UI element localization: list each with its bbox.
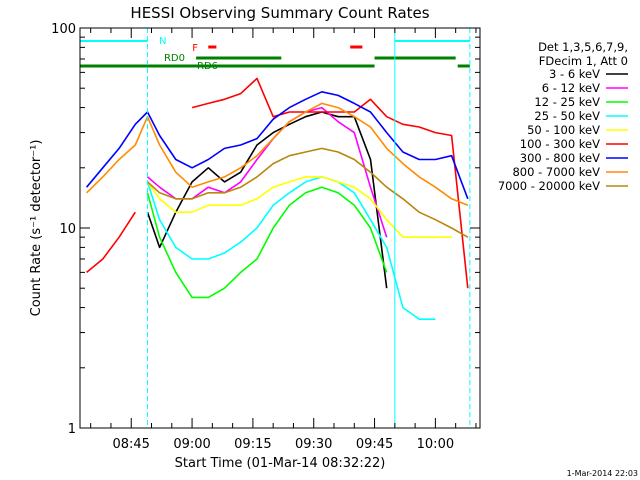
y-axis: 1 10 100: [51, 22, 480, 437]
legend-entry-label-5: 100 - 300 keV: [520, 137, 600, 151]
flag-label-rd0: RD0: [164, 53, 185, 64]
x-tick-label-0: 08:45: [112, 437, 149, 452]
y-tick-label-1: 10: [59, 222, 76, 237]
legend-header-1: FDecim 1, Att 0: [539, 54, 628, 68]
legend-entry-label-4: 50 - 100 keV: [527, 123, 600, 137]
legend-entry-label-1: 6 - 12 keV: [542, 81, 600, 95]
y-axis-label: Count Rate (s⁻¹ detector⁻¹): [29, 140, 44, 317]
flag-bars-group: N F RD0 RD6: [80, 36, 470, 72]
x-tick-label-5: 10:00: [417, 437, 454, 452]
flag-label-n: N: [159, 36, 166, 47]
legend-entry-label-6: 300 - 800 keV: [520, 151, 600, 165]
series-line-6: [85, 91, 469, 200]
x-tick-label-3: 09:30: [295, 437, 332, 452]
flag-label-f: F: [192, 43, 198, 54]
legend-entry-label-3: 25 - 50 keV: [534, 109, 600, 123]
legend-header-0: Det 1,3,5,6,7,9,: [538, 40, 628, 54]
legend-entry-label-7: 800 - 7000 keV: [512, 165, 600, 179]
series-line-2: [146, 186, 388, 299]
legend-entry-label-2: 12 - 25 keV: [534, 95, 600, 109]
legend-entry-label-0: 3 - 6 keV: [549, 67, 600, 81]
timestamp-footer: 1-Mar-2014 22:03: [567, 469, 638, 478]
y-tick-label-2: 100: [51, 22, 76, 37]
series-line-5: [86, 77, 469, 289]
flag-label-rd6: RD6: [197, 61, 218, 72]
series-line-4: [146, 176, 452, 238]
series-line-7: [86, 102, 469, 206]
x-tick-label-1: 09:00: [173, 437, 210, 452]
series-line-3: [146, 176, 436, 320]
x-axis-label: Start Time (01-Mar-14 08:32:22): [175, 456, 386, 471]
x-tick-label-2: 09:15: [234, 437, 271, 452]
x-axis: 08:45 09:00 09:15 09:30 09:45 10:00: [90, 28, 477, 452]
plot-frame: [79, 27, 481, 429]
vertical-markers-group: [146, 28, 471, 428]
legend: Det 1,3,5,6,7,9,FDecim 1, Att 03 - 6 keV…: [498, 40, 628, 193]
legend-entry-label-8: 7000 - 20000 keV: [498, 179, 600, 193]
plot-series-group: [85, 77, 469, 320]
y-tick-label-0: 1: [68, 422, 76, 437]
x-tick-label-4: 09:45: [356, 437, 393, 452]
series-line-0: [146, 111, 388, 289]
series-line-8: [146, 147, 469, 238]
chart-title: HESSI Observing Summary Count Rates: [130, 4, 429, 22]
